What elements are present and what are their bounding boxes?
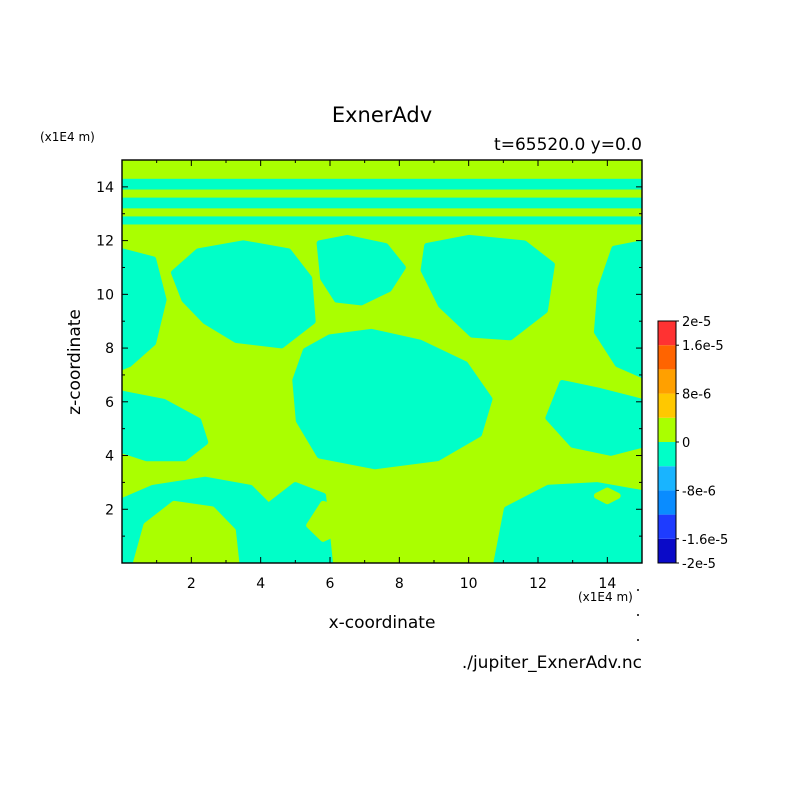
x-tick-label: 10 (460, 576, 478, 592)
negative-region-upper-right (420, 234, 555, 341)
colorbar-label: 0 (682, 436, 690, 451)
chart-title: ExnerAdv (332, 103, 432, 127)
positive-region-small-center (306, 500, 344, 542)
colorbar-segment (658, 538, 676, 563)
band-2 (122, 216, 642, 225)
colorbar-segment (658, 442, 676, 467)
y-tick-label: 12 (96, 234, 114, 250)
negative-region-center (292, 328, 493, 470)
negative-region-upper-center (316, 234, 406, 306)
colorbar-segment (658, 321, 676, 346)
y-axis: 2 4 6 8 10 12 14 (96, 159, 642, 537)
contour-field (122, 160, 642, 563)
colorbar-segment (658, 393, 676, 418)
marker-dots (637, 589, 639, 641)
plot-frame (121, 159, 643, 564)
colorbar-label: -2e-5 (682, 557, 716, 572)
colorbar-label: 8e-6 (682, 388, 711, 403)
x-tick-label: 14 (598, 576, 616, 592)
negative-region-far-right (593, 240, 642, 378)
colorbar-segment (658, 490, 676, 515)
positive-region-low-center (382, 476, 465, 563)
x-axis: 2 4 6 8 10 12 14 (156, 160, 643, 592)
negative-region-left-edge (122, 248, 167, 370)
colorbar-segment (658, 514, 676, 539)
y-unit-label: (x1E4 m) (40, 130, 95, 144)
y-tick-label: 4 (105, 449, 114, 465)
y-tick-label: 8 (105, 341, 114, 357)
colorbar-segment (658, 345, 676, 370)
colorbar-segment (658, 417, 676, 442)
x-tick-label: 8 (395, 576, 404, 592)
negative-region-upper-left (171, 240, 316, 349)
x-unit-label: (x1E4 m) (578, 590, 633, 604)
y-tick-label: 2 (105, 502, 114, 518)
colorbar-label: -8e-6 (682, 484, 716, 499)
y-axis-label: z-coordinate (65, 309, 85, 415)
positive-region-tiny-right (593, 487, 621, 505)
colorbar-label: -1.6e-5 (682, 533, 728, 548)
negative-region-bottom-right (493, 482, 642, 563)
y-tick-label: 6 (105, 395, 114, 411)
x-tick-label: 12 (529, 576, 547, 592)
positive-region-low-left (132, 500, 240, 563)
band-1 (122, 197, 642, 209)
chart-subtitle: t=65520.0 y=0.0 (494, 135, 642, 155)
colorbar-segment (658, 369, 676, 394)
y-tick-label: 10 (96, 287, 114, 303)
colorbar-label: 2e-5 (682, 315, 711, 330)
colorbar-segment (658, 466, 676, 491)
negative-region-bottom-center (264, 482, 333, 563)
negative-region-mid-left (122, 390, 209, 462)
negative-region-mid-right (545, 380, 642, 456)
x-tick-label: 4 (256, 576, 265, 592)
colorbar: 2e-5 1.6e-5 8e-6 0 -8e-6 -1.6e-5 -2e-5 (657, 315, 728, 572)
x-tick-label: 6 (326, 576, 335, 592)
x-tick-label: 2 (187, 576, 196, 592)
band-0 (122, 178, 642, 190)
source-file-label: ./jupiter_ExnerAdv.nc (462, 653, 642, 673)
y-tick-label: 14 (96, 180, 114, 196)
x-axis-label: x-coordinate (329, 613, 436, 633)
colorbar-label: 1.6e-5 (682, 339, 724, 354)
